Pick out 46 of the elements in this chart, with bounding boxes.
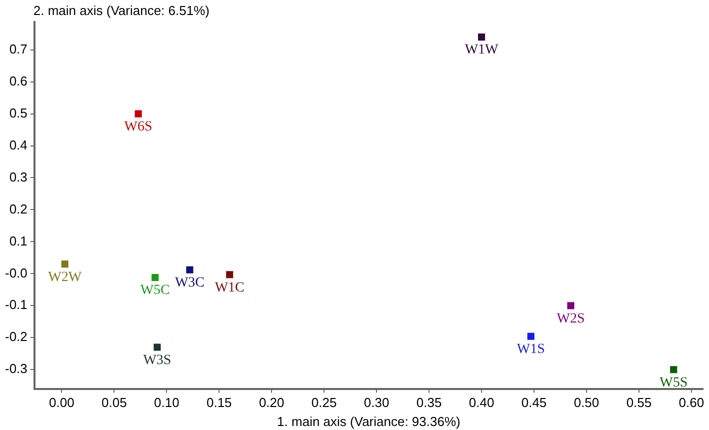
x-tick-label: 0.20 [258, 395, 284, 410]
point [478, 33, 486, 41]
series-label: W5C [140, 283, 170, 298]
y-tick-label: 0.4 [9, 137, 28, 152]
y-tick-label: 0.5 [9, 105, 28, 120]
point [134, 110, 142, 118]
point [186, 266, 194, 274]
x-tick-label: 0.40 [468, 395, 494, 410]
x-tick-label: 0.15 [206, 395, 232, 410]
point [61, 260, 68, 268]
point [226, 271, 234, 278]
y-axis-title: 2. main axis (Variance: 6.51%) [33, 3, 210, 18]
point [527, 332, 534, 340]
y-tick-label: -0.2 [4, 329, 28, 344]
x-tick-label: 0.25 [311, 395, 337, 410]
x-tick-label: 0.05 [102, 395, 127, 410]
x-axis-title: 1. main axis (Variance: 93.36%) [277, 414, 460, 429]
series-label: W2S [556, 311, 585, 326]
point [670, 366, 678, 374]
y-tick-label: 0.2 [9, 201, 28, 216]
series-label: W2W [48, 270, 82, 285]
series-label: W5S [660, 375, 688, 390]
y-tick-label: 0.7 [9, 41, 28, 56]
series-label: W6S [124, 119, 152, 134]
x-tick-label: 0.35 [416, 395, 442, 410]
x-tick-label: 0.45 [521, 395, 547, 410]
y-tick-label: -0.1 [4, 297, 28, 312]
series-label: W3C [174, 276, 205, 291]
x-tick-label: 0.10 [154, 395, 180, 410]
series-label: W1C [214, 280, 244, 296]
x-tick-label: 0.55 [626, 395, 652, 410]
y-tick-label: 0.3 [9, 169, 28, 184]
y-tick-label: -0.3 [4, 361, 28, 376]
x-tick-label: 0.50 [574, 395, 600, 410]
y-tick-label: 0.6 [9, 73, 28, 88]
series-label: W1W [464, 42, 500, 58]
series-label: W3S [143, 352, 172, 368]
y-tick-label: 0.1 [9, 233, 28, 248]
point [152, 274, 159, 282]
point [567, 302, 574, 310]
x-tick-label: 0.30 [364, 395, 390, 410]
x-tick-label: 0.60 [678, 395, 704, 410]
x-tick-label: 0.00 [49, 395, 74, 410]
y-tick-label: -0.0 [4, 265, 28, 280]
point [154, 344, 161, 351]
series-label: W1S [516, 342, 545, 358]
